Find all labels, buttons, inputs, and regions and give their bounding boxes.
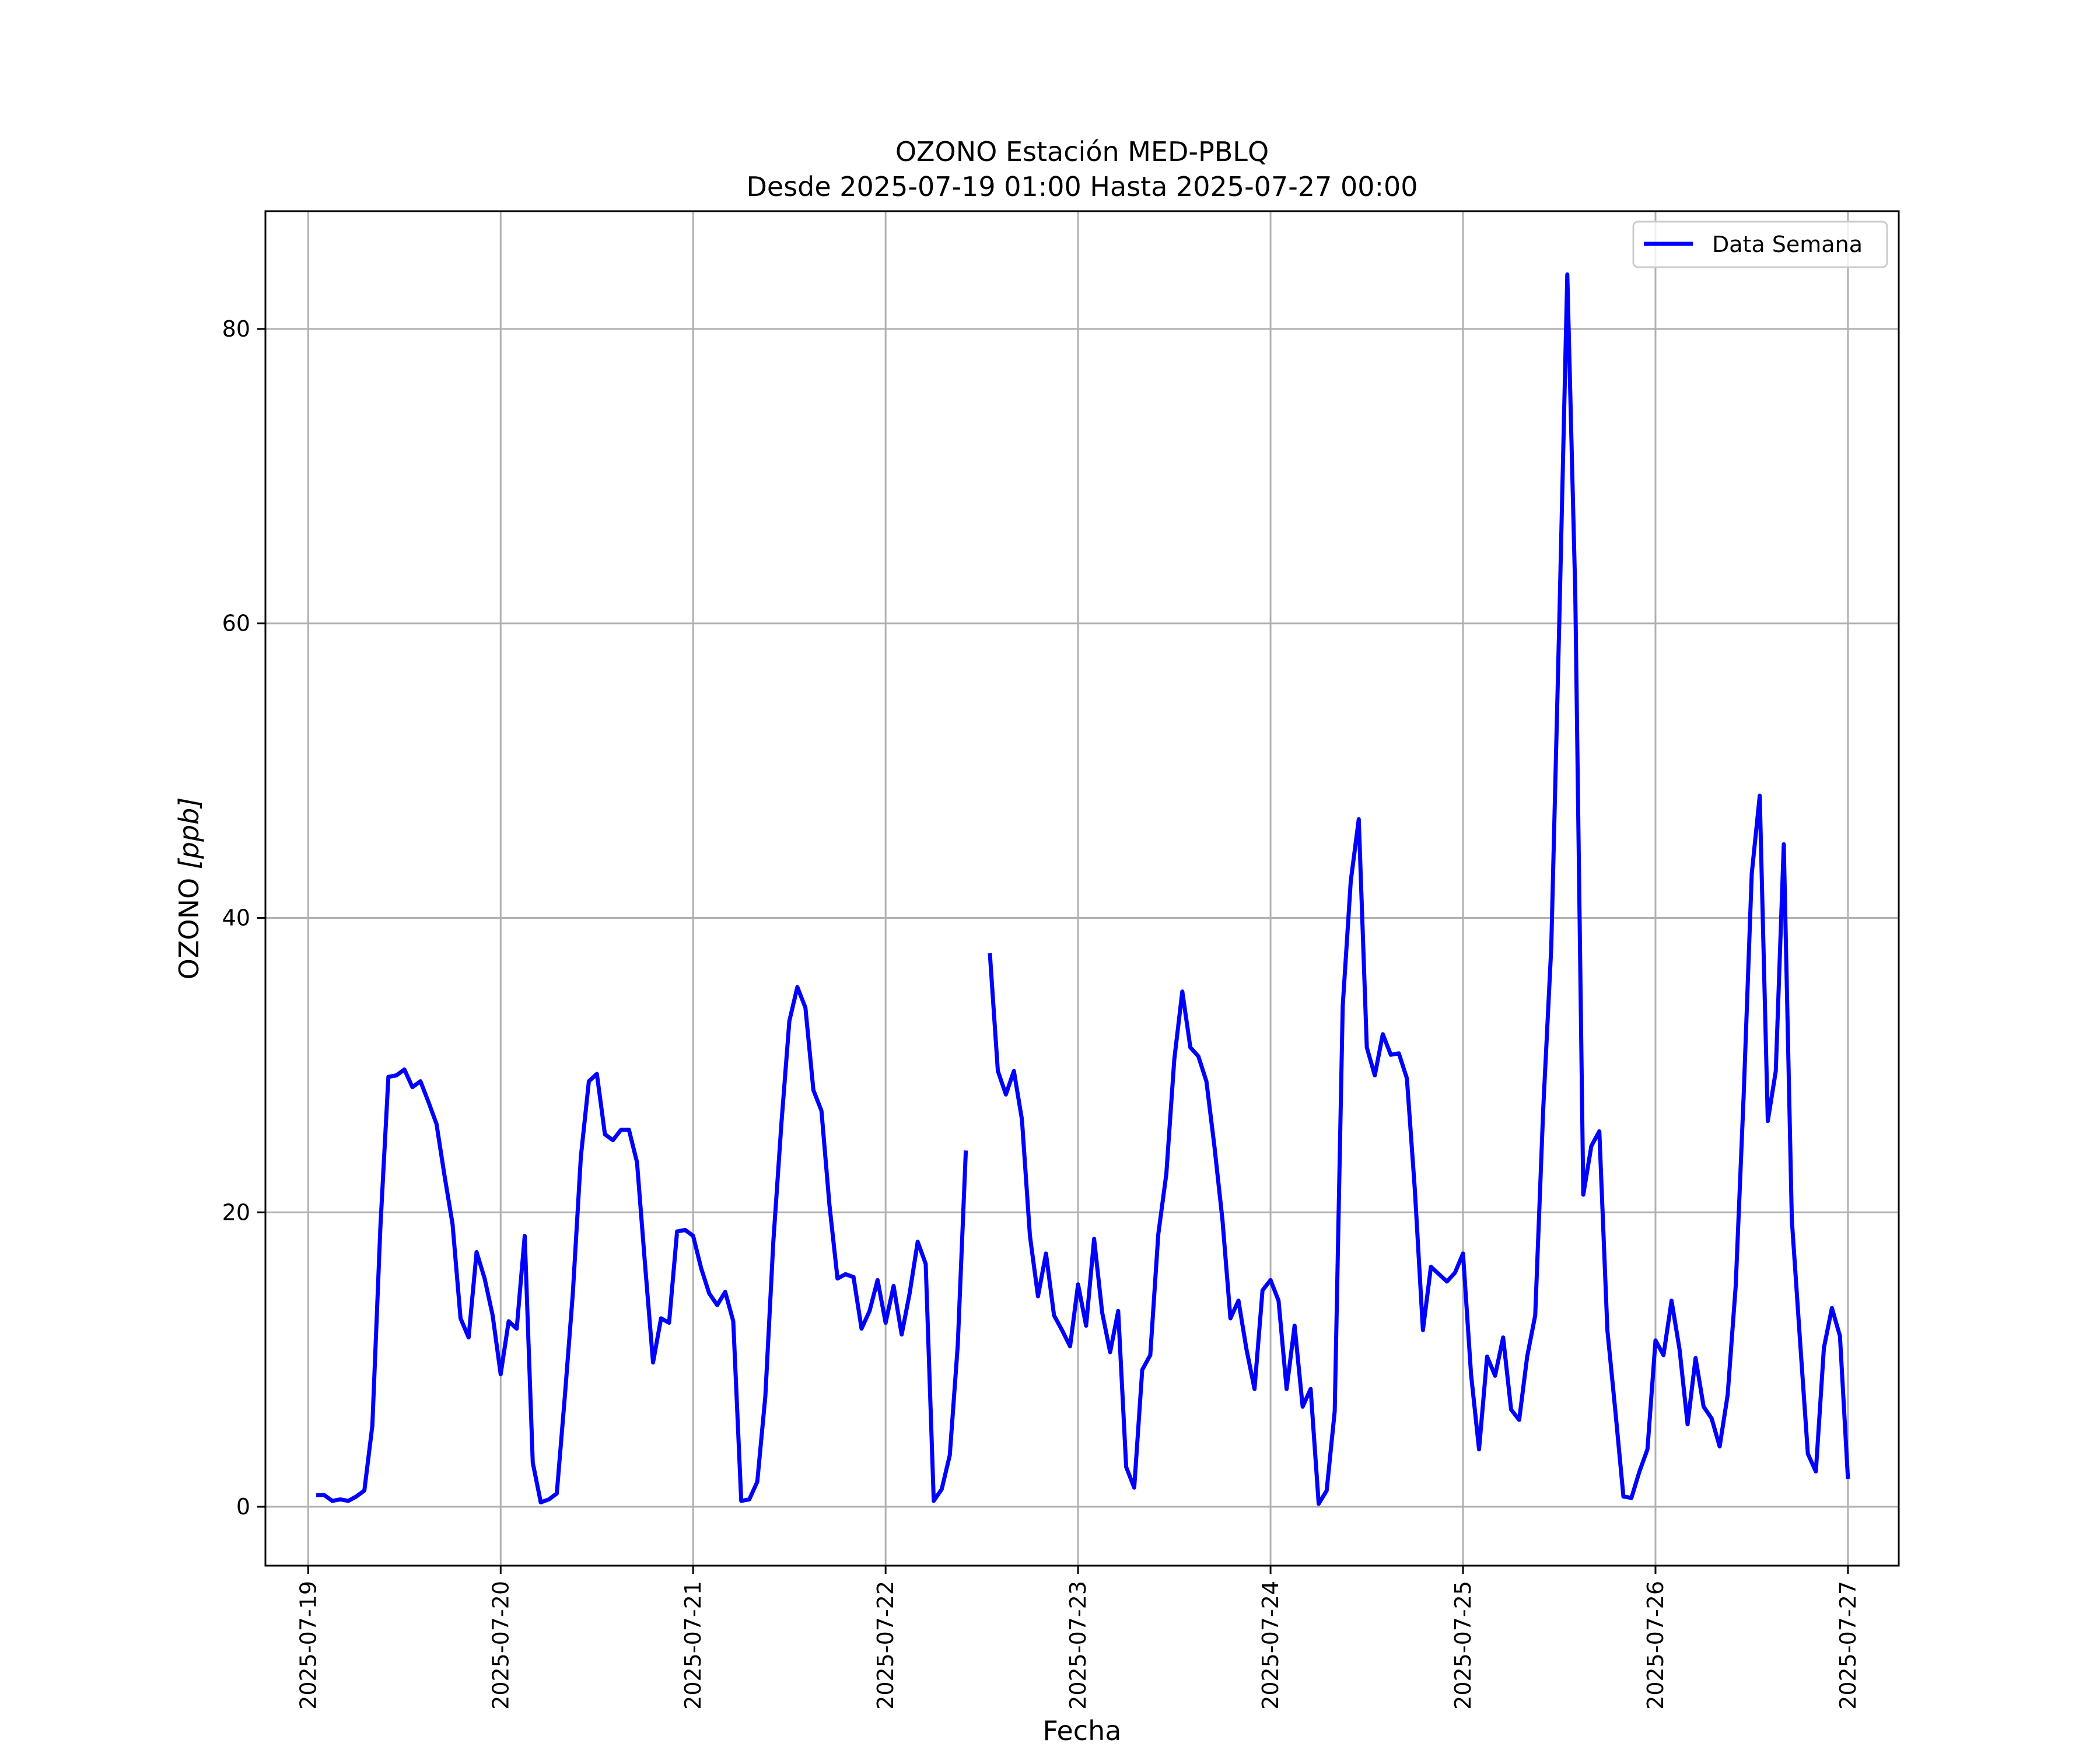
legend-label-data-semana: Data Semana xyxy=(1712,232,1863,257)
x-tick-label: 2025-07-24 xyxy=(1258,1581,1283,1710)
x-tick-label: 2025-07-25 xyxy=(1450,1581,1476,1710)
legend: Data Semana xyxy=(1632,220,1888,268)
x-tick-label: 2025-07-22 xyxy=(873,1581,898,1710)
chart-subtitle: Desde 2025-07-19 01:00 Hasta 2025-07-27 … xyxy=(746,171,1418,202)
x-tick-label: 2025-07-21 xyxy=(680,1581,706,1710)
plot-area-frame xyxy=(264,210,1900,1567)
x-tick-label: 2025-07-19 xyxy=(295,1581,321,1710)
y-axis: 0 20 40 60 80 xyxy=(222,316,265,1520)
x-tick-label: 2025-07-20 xyxy=(488,1581,513,1710)
legend-box xyxy=(1632,220,1888,268)
chart-title: OZONO Estación MED-PBLQ xyxy=(895,136,1269,167)
grid-lines xyxy=(265,211,1899,1566)
y-tick-label: 0 xyxy=(236,1494,250,1520)
y-tick-label: 40 xyxy=(222,905,250,930)
y-axis-label-unit: [ppb] xyxy=(173,797,205,870)
x-tick-label: 2025-07-27 xyxy=(1835,1581,1861,1710)
y-tick-label: 60 xyxy=(222,611,250,636)
x-tick-label: 2025-07-23 xyxy=(1065,1581,1091,1710)
x-tick-label: 2025-07-26 xyxy=(1643,1581,1668,1710)
series-layer xyxy=(316,272,1850,1506)
x-axis: 2025-07-19 2025-07-20 2025-07-21 2025-07-22… xyxy=(295,1566,1861,1710)
y-axis-label: OZONO [ppb] xyxy=(173,797,205,980)
series-line-data-semana xyxy=(316,272,1850,1506)
y-tick-label: 20 xyxy=(222,1199,250,1225)
y-tick-label: 80 xyxy=(222,316,250,342)
x-axis-label: Fecha xyxy=(1043,1715,1122,1746)
y-axis-label-main: OZONO xyxy=(173,869,205,979)
